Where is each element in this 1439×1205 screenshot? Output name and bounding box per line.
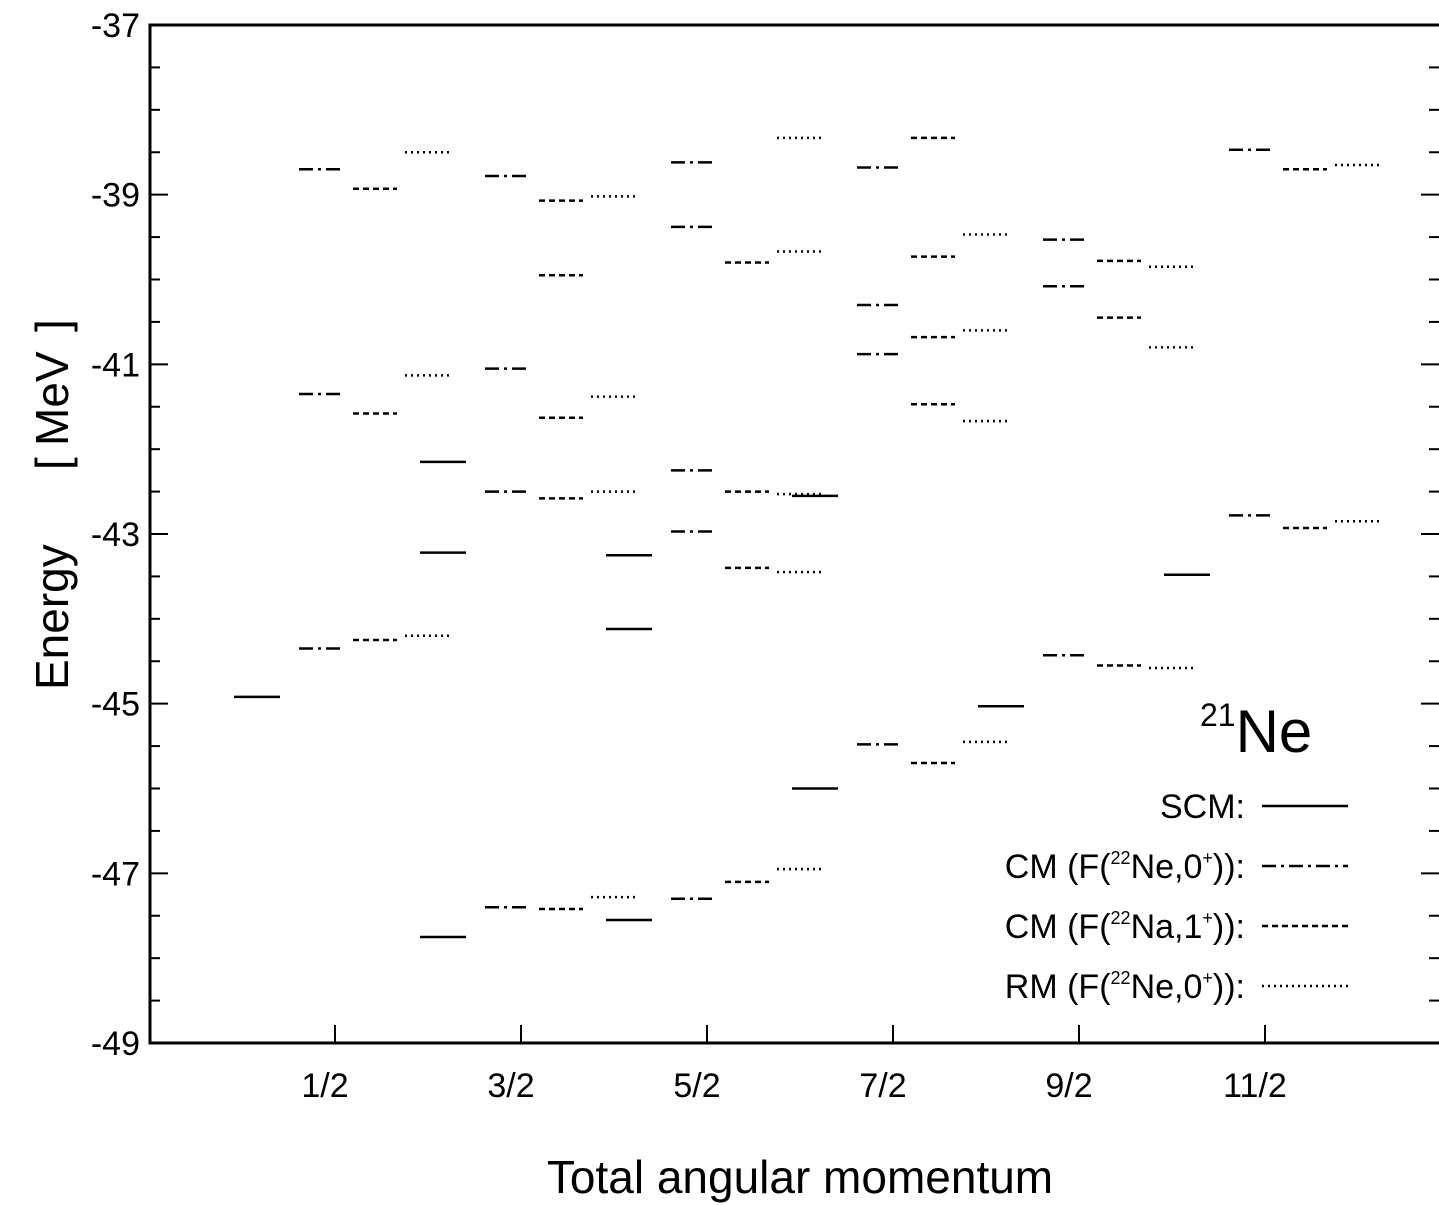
y-tick-label: -47: [91, 855, 140, 893]
series-dashdot: [299, 148, 1273, 909]
nucleus-label: 21Ne: [1200, 697, 1312, 765]
series-solid: [234, 460, 1210, 939]
legend: SCM: CM (F(22Ne,0+)): CM (F(22Na,1+)): RM (…: [1005, 788, 1348, 1006]
y-axis-unit-bracket-close: ]: [26, 319, 78, 332]
legend-label: CM (F(22Na,1+)):: [1005, 908, 1245, 946]
x-tick-label: 3/2: [487, 1067, 534, 1105]
x-axis-title: Total angular momentum: [547, 1151, 1053, 1203]
y-tick-label: -45: [91, 686, 140, 724]
legend-label: CM (F(22Ne,0+)):: [1005, 848, 1245, 886]
y-axis-unit: MeV: [26, 351, 78, 446]
levels-layer: [234, 136, 1379, 939]
y-axis-unit-bracket-open: [: [26, 457, 78, 470]
series-dashed: [353, 136, 1327, 911]
x-tick-label: 11/2: [1223, 1067, 1287, 1105]
nucleus-symbol: Ne: [1236, 698, 1313, 765]
nucleus-mass-number: 21: [1200, 697, 1236, 733]
ticks-layer: -37 -39 -41 -43 -45 -47 -49 1/2 3/2 5/2 7/2 9/2 11/2: [91, 7, 1439, 1105]
y-tick-label: -49: [91, 1025, 140, 1063]
y-axis-title-group: Energy [ MeV ]: [26, 319, 78, 690]
plot-frame: [148, 23, 1439, 1045]
y-tick-label: -41: [91, 346, 140, 384]
x-tick-label: 5/2: [673, 1067, 720, 1105]
legend-label: RM (F(22Ne,0+)):: [1005, 968, 1245, 1006]
legend-label: SCM:: [1160, 788, 1245, 826]
y-tick-label: -37: [91, 7, 140, 45]
y-tick-label: -39: [91, 177, 140, 215]
series-dotted: [405, 136, 1379, 899]
y-tick-label: -43: [91, 516, 140, 554]
x-tick-label: 9/2: [1045, 1067, 1092, 1105]
x-tick-label: 7/2: [859, 1067, 906, 1105]
x-tick-label: 1/2: [301, 1067, 348, 1105]
y-axis-title: Energy: [26, 544, 78, 690]
